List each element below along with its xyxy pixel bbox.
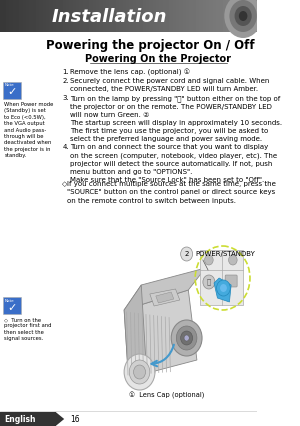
Text: ⏻: ⏻ <box>207 279 211 285</box>
Circle shape <box>134 365 146 379</box>
FancyBboxPatch shape <box>225 275 237 287</box>
Circle shape <box>176 326 197 350</box>
Text: Turn on and connect the source that you want to display
on the screen (computer,: Turn on and connect the source that you … <box>70 144 277 184</box>
Text: 3.: 3. <box>62 95 69 101</box>
Circle shape <box>229 255 237 265</box>
Circle shape <box>217 280 230 296</box>
Text: ✓: ✓ <box>7 87 17 98</box>
FancyBboxPatch shape <box>200 250 243 305</box>
Circle shape <box>220 284 227 292</box>
Text: 2.: 2. <box>62 78 69 84</box>
Text: Powering On the Projector: Powering On the Projector <box>85 54 231 64</box>
Circle shape <box>203 275 215 289</box>
Polygon shape <box>156 292 174 303</box>
Circle shape <box>205 255 213 265</box>
Text: 1.: 1. <box>62 69 69 75</box>
Circle shape <box>181 247 193 261</box>
Text: ①  Lens Cap (optional): ① Lens Cap (optional) <box>129 392 205 399</box>
Polygon shape <box>56 412 64 426</box>
Text: ◇: ◇ <box>61 181 67 187</box>
Circle shape <box>124 354 155 390</box>
Text: When Power mode
(Standby) is set
to Eco (<0.5W),
the VGA output
and Audio pass-
: When Power mode (Standby) is set to Eco … <box>4 102 54 158</box>
Text: English: English <box>4 414 36 423</box>
Text: Note: Note <box>4 299 14 302</box>
Text: POWER/STANDBY: POWER/STANDBY <box>195 251 255 257</box>
Text: If you connect multiple sources at the same time, press the
"SOURCE" button on t: If you connect multiple sources at the s… <box>67 181 276 204</box>
Circle shape <box>181 331 193 345</box>
Circle shape <box>171 320 202 356</box>
FancyBboxPatch shape <box>3 82 20 99</box>
Text: ◇  Turn on the
projector first and
then select the
signal sources.: ◇ Turn on the projector first and then s… <box>4 317 52 341</box>
Text: Note: Note <box>4 83 14 87</box>
FancyBboxPatch shape <box>3 297 20 314</box>
Text: 2: 2 <box>184 251 189 257</box>
Polygon shape <box>124 285 146 378</box>
Text: ✓: ✓ <box>7 302 17 313</box>
Text: Turn on the lamp by pressing "⏻" button either on the top of
the projector or on: Turn on the lamp by pressing "⏻" button … <box>70 95 280 118</box>
Circle shape <box>184 335 189 341</box>
FancyBboxPatch shape <box>0 412 56 426</box>
Circle shape <box>129 360 150 384</box>
Polygon shape <box>124 268 206 310</box>
Polygon shape <box>214 278 231 302</box>
Text: Powering the projector On / Off: Powering the projector On / Off <box>46 40 254 52</box>
Polygon shape <box>150 289 180 306</box>
Circle shape <box>235 6 252 26</box>
Polygon shape <box>124 290 197 378</box>
Text: Securely connect the power cord and signal cable. When
connected, the POWER/STAN: Securely connect the power cord and sign… <box>70 78 270 92</box>
Circle shape <box>224 0 262 38</box>
Text: Installation: Installation <box>52 8 167 26</box>
Text: 16: 16 <box>70 414 80 423</box>
Text: 4.: 4. <box>62 144 69 150</box>
Circle shape <box>239 11 248 21</box>
Circle shape <box>230 0 257 32</box>
Text: Remove the lens cap. (optional) ①: Remove the lens cap. (optional) ① <box>70 69 190 76</box>
Text: The startup screen will display in approximately 10 seconds.
The first time you : The startup screen will display in appro… <box>70 120 282 143</box>
